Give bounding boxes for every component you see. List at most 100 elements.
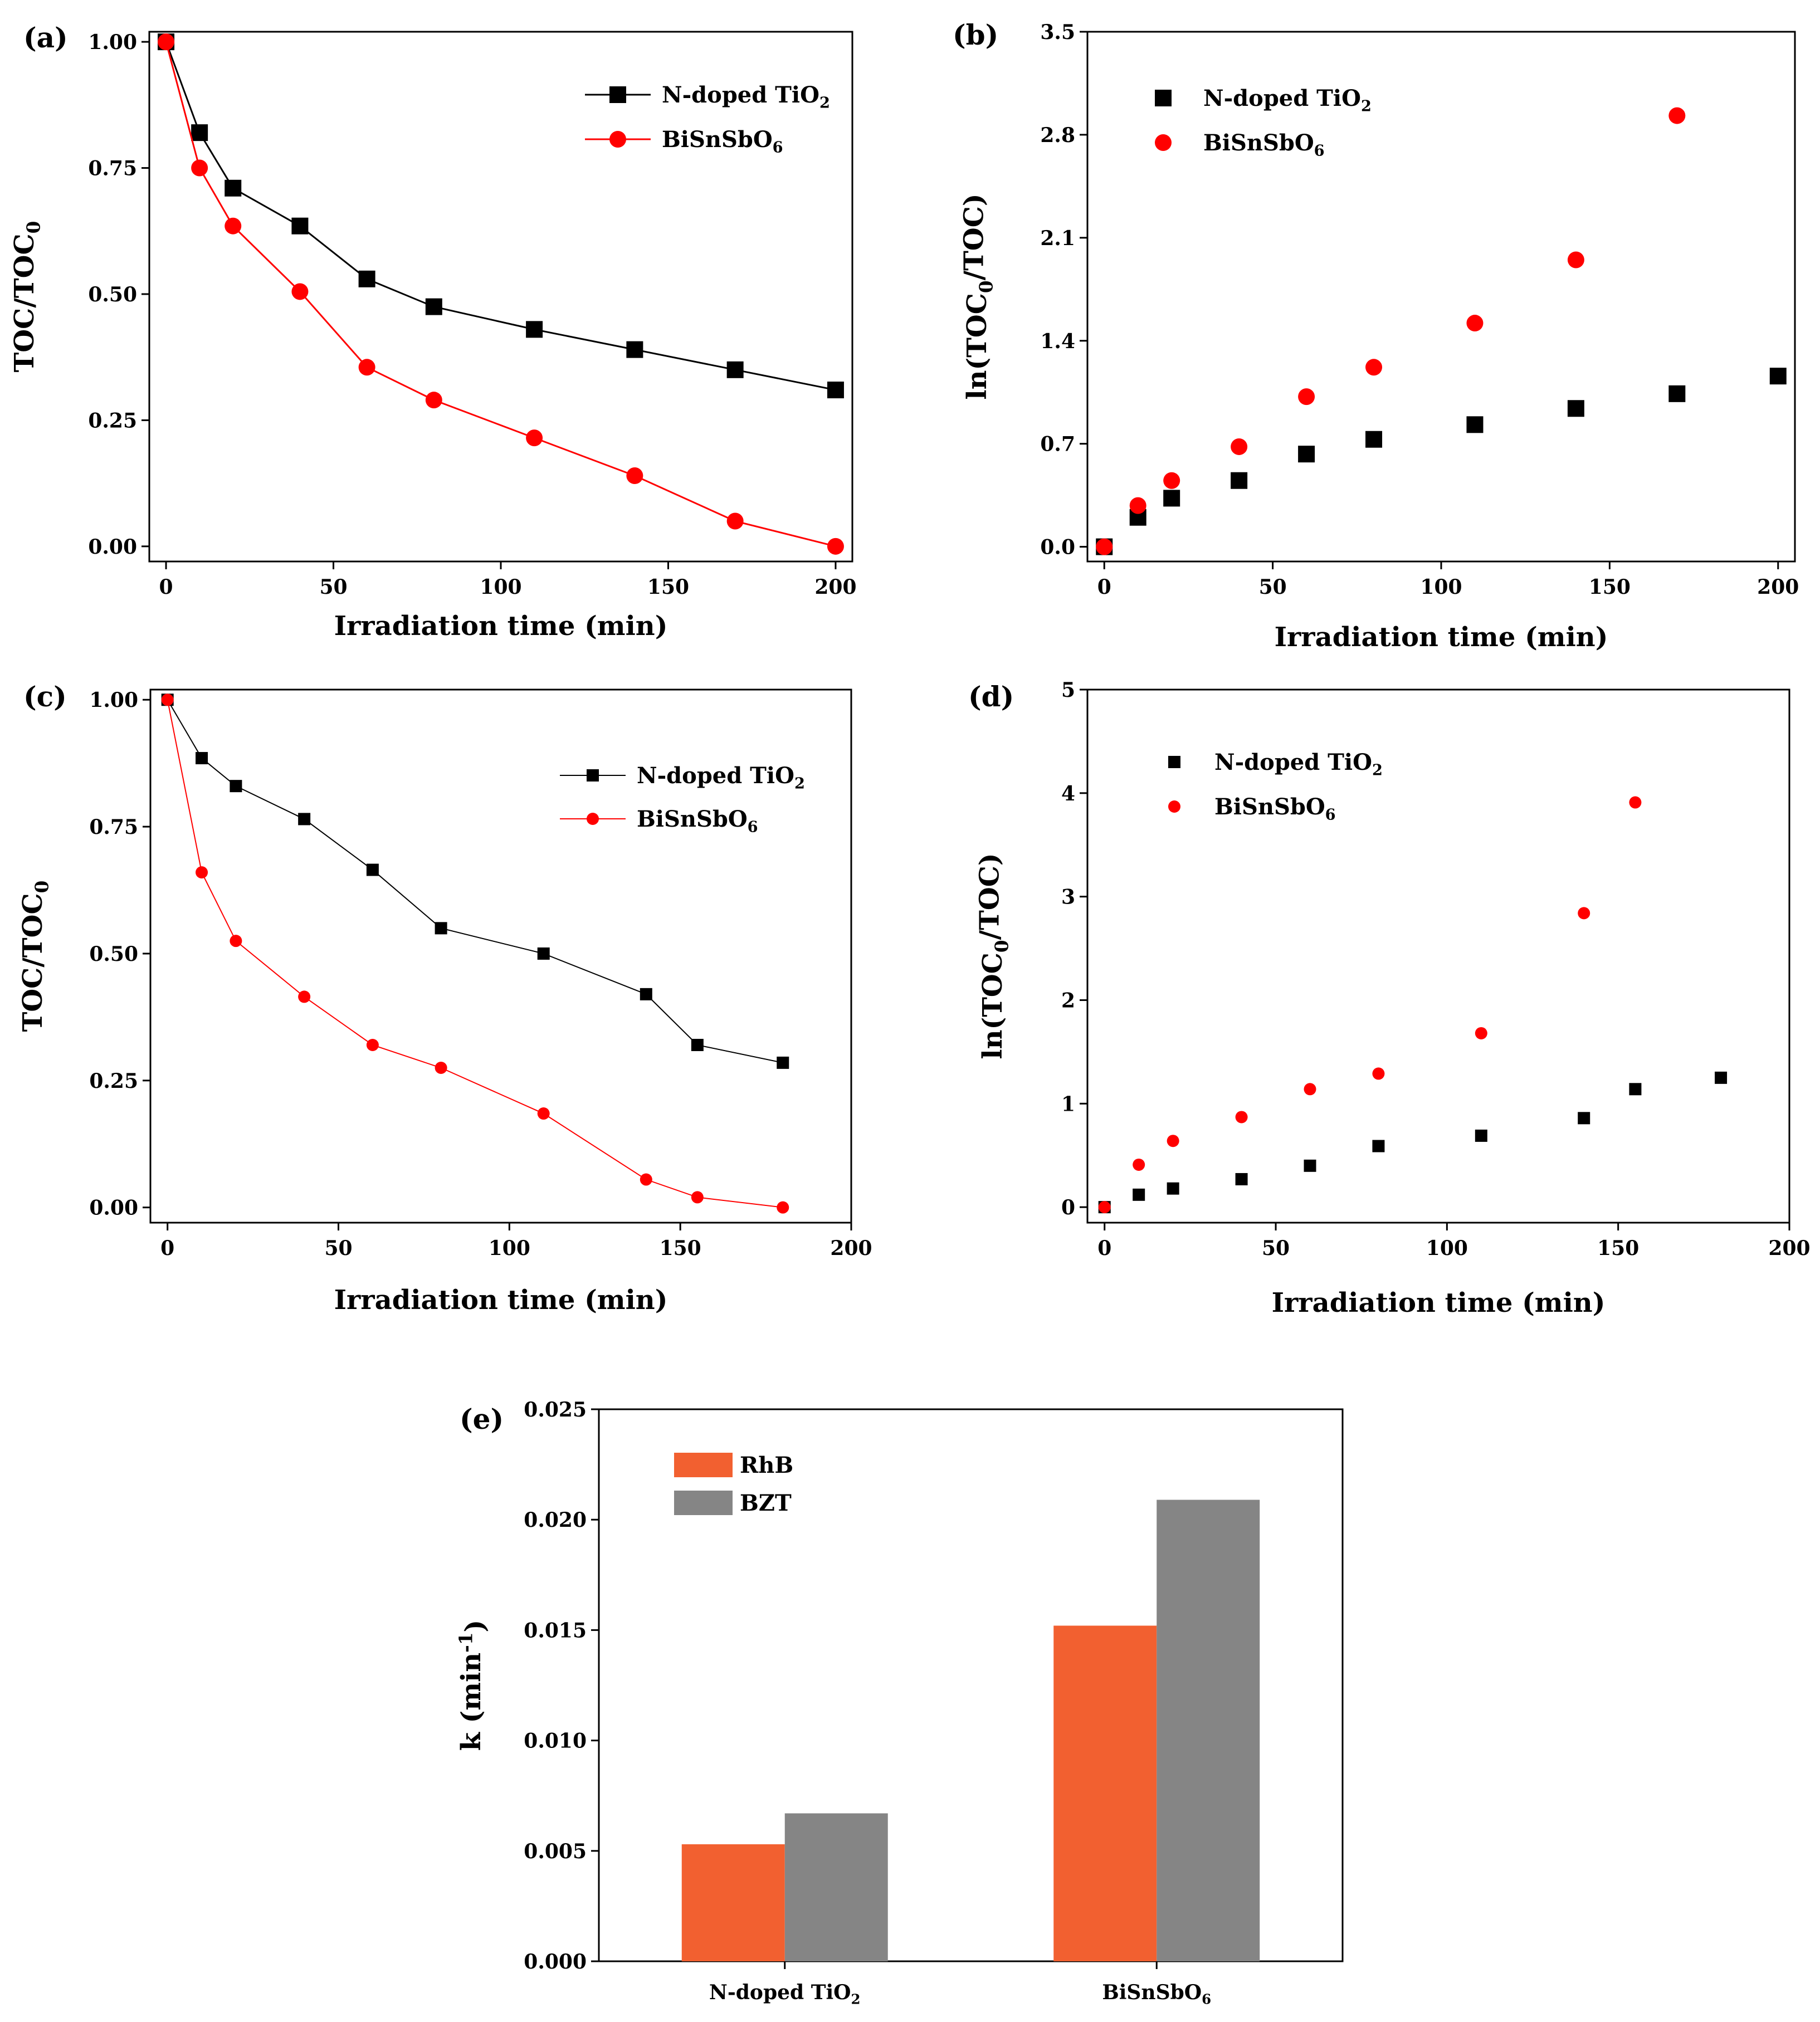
plot-frame bbox=[148, 31, 853, 563]
data-point bbox=[1304, 1159, 1316, 1172]
data-point bbox=[1235, 1173, 1248, 1185]
x-tick-label: 50 bbox=[1262, 1237, 1290, 1260]
series-1 bbox=[1098, 1071, 1728, 1214]
data-point bbox=[425, 392, 442, 409]
panel-label: (d) bbox=[968, 680, 1014, 713]
data-point bbox=[230, 935, 242, 947]
x-tick-label: 0 bbox=[1097, 575, 1111, 599]
x-tick-label: 100 bbox=[480, 575, 521, 599]
plot-frame bbox=[1086, 688, 1790, 1224]
y-tick-label: 4 bbox=[1061, 782, 1075, 805]
y-tick-label: 2 bbox=[1061, 989, 1075, 1012]
legend-marker bbox=[609, 86, 626, 103]
series-line bbox=[167, 699, 783, 1063]
y-tick-label: 2.8 bbox=[1040, 124, 1075, 147]
bar-bzt bbox=[1157, 1500, 1260, 1961]
x-tick-label: 150 bbox=[1589, 575, 1631, 599]
data-point bbox=[1096, 538, 1113, 555]
legend-marker bbox=[1155, 134, 1172, 151]
legend-marker bbox=[609, 131, 626, 148]
y-tick-label: 3 bbox=[1061, 886, 1075, 909]
data-point bbox=[1668, 385, 1686, 402]
y-tick-label: 1.00 bbox=[88, 31, 137, 54]
plot-frame bbox=[598, 1408, 1344, 1962]
series-1 bbox=[161, 693, 789, 1069]
data-point bbox=[1304, 1083, 1316, 1096]
y-tick-label: 5 bbox=[1061, 678, 1075, 702]
y-axis-title: TOC/TOC0 bbox=[9, 221, 44, 373]
data-point bbox=[1298, 388, 1315, 406]
data-point bbox=[425, 298, 442, 315]
data-point bbox=[1167, 1135, 1179, 1147]
data-point bbox=[691, 1039, 704, 1051]
data-point bbox=[191, 159, 208, 177]
y-tick-label: 0.7 bbox=[1040, 433, 1075, 456]
y-tick-label: 0.000 bbox=[524, 1950, 587, 1974]
legend-marker bbox=[1155, 90, 1172, 106]
data-point bbox=[158, 33, 175, 51]
x-tick-label: 150 bbox=[660, 1237, 701, 1260]
data-point bbox=[1231, 438, 1248, 455]
series-2 bbox=[1096, 107, 1686, 555]
series-line bbox=[167, 700, 783, 1208]
series-1 bbox=[1096, 368, 1787, 555]
data-point bbox=[191, 124, 208, 141]
y-tick-label: 0.25 bbox=[89, 1069, 138, 1093]
data-point bbox=[435, 1062, 447, 1075]
data-point bbox=[358, 359, 375, 376]
data-point bbox=[1298, 446, 1315, 463]
data-point bbox=[1365, 431, 1383, 448]
data-point bbox=[640, 1173, 652, 1186]
chart-panel-3: (c) 0.00 0.25 0.50 0.75 1.00 0 50 100 150 200 N-dop… bbox=[17, 680, 872, 1316]
y-tick-label: 0.010 bbox=[524, 1730, 587, 1753]
chart-panel-2: (b) 0.0 0.7 1.4 2.1 2.8 3.5 0 50 100 150 200 N-doped… bbox=[953, 18, 1799, 653]
legend-label: BiSnSbO6 bbox=[637, 806, 758, 836]
x-axis-title: Irradiation time (min) bbox=[1275, 622, 1608, 653]
panel-label: (c) bbox=[23, 680, 67, 713]
data-point bbox=[777, 1201, 789, 1214]
data-point bbox=[291, 283, 309, 300]
data-point bbox=[225, 217, 242, 235]
legend-label: N-doped TiO2 bbox=[662, 82, 830, 112]
data-point bbox=[196, 866, 208, 879]
data-point bbox=[1629, 796, 1642, 809]
data-point bbox=[291, 217, 309, 235]
data-point bbox=[1715, 1071, 1728, 1084]
y-tick-label: 0.50 bbox=[88, 283, 137, 306]
series-2 bbox=[158, 33, 844, 555]
x-axis-title: Irradiation time (min) bbox=[334, 1284, 668, 1316]
data-point bbox=[626, 341, 643, 358]
x-tick-label: 50 bbox=[319, 575, 347, 599]
data-point bbox=[1567, 251, 1584, 268]
y-tick-label: 2.1 bbox=[1040, 227, 1075, 250]
y-tick-label: 1.00 bbox=[89, 688, 138, 712]
x-tick-label: 100 bbox=[1420, 575, 1462, 599]
x-tick-label: 150 bbox=[647, 575, 689, 599]
x-tick-label: 150 bbox=[1597, 1237, 1639, 1260]
data-point bbox=[1372, 1067, 1385, 1080]
data-point bbox=[161, 693, 174, 706]
data-point bbox=[777, 1056, 789, 1069]
data-point bbox=[225, 179, 242, 197]
data-point bbox=[1365, 359, 1383, 376]
x-category-label: N-doped TiO2 bbox=[709, 1981, 861, 2008]
y-tick-label: 3.5 bbox=[1040, 21, 1075, 44]
data-point bbox=[366, 863, 379, 876]
data-point bbox=[1163, 472, 1180, 489]
x-tick-label: 200 bbox=[830, 1237, 872, 1260]
plot-frame bbox=[1086, 31, 1796, 563]
legend-marker bbox=[587, 813, 599, 825]
legend-swatch bbox=[674, 1453, 733, 1477]
y-tick-label: 0.75 bbox=[88, 157, 137, 180]
data-point bbox=[196, 752, 208, 765]
data-point bbox=[1163, 490, 1180, 507]
panel-label: (e) bbox=[460, 1403, 504, 1435]
legend-label: BiSnSbO6 bbox=[1203, 130, 1325, 160]
y-tick-label: 0.005 bbox=[524, 1840, 587, 1863]
x-tick-label: 100 bbox=[1426, 1237, 1468, 1260]
y-tick-label: 0.00 bbox=[89, 1196, 138, 1220]
data-point bbox=[230, 780, 242, 793]
data-point bbox=[1567, 400, 1584, 417]
bar-rhb bbox=[1053, 1625, 1157, 1961]
